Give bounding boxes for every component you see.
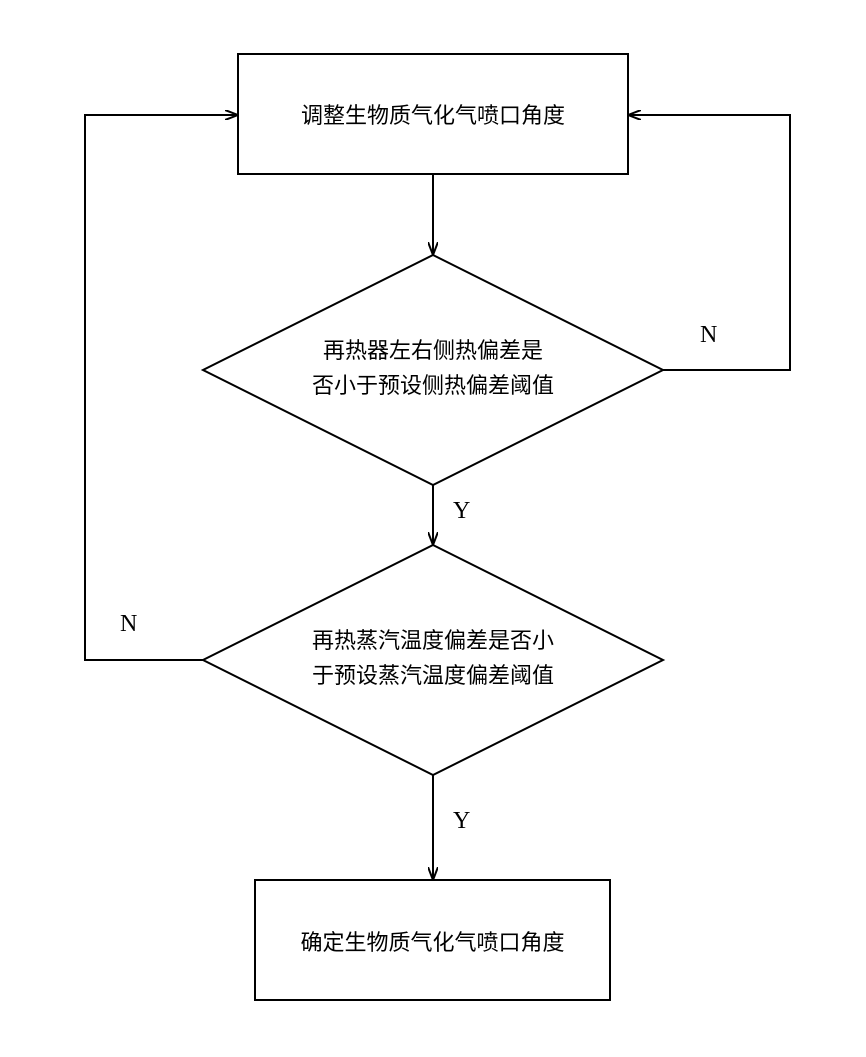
label-d1-n: N xyxy=(700,322,717,349)
edge-d2-n xyxy=(85,115,238,660)
node-decision-1 xyxy=(203,255,663,485)
label-d2-n: N xyxy=(120,611,137,638)
node-start xyxy=(238,54,628,174)
node-decision-2 xyxy=(203,545,663,775)
flowchart-canvas xyxy=(0,0,866,1057)
label-d1-y: Y xyxy=(453,498,470,525)
node-end xyxy=(255,880,610,1000)
label-d2-y: Y xyxy=(453,808,470,835)
